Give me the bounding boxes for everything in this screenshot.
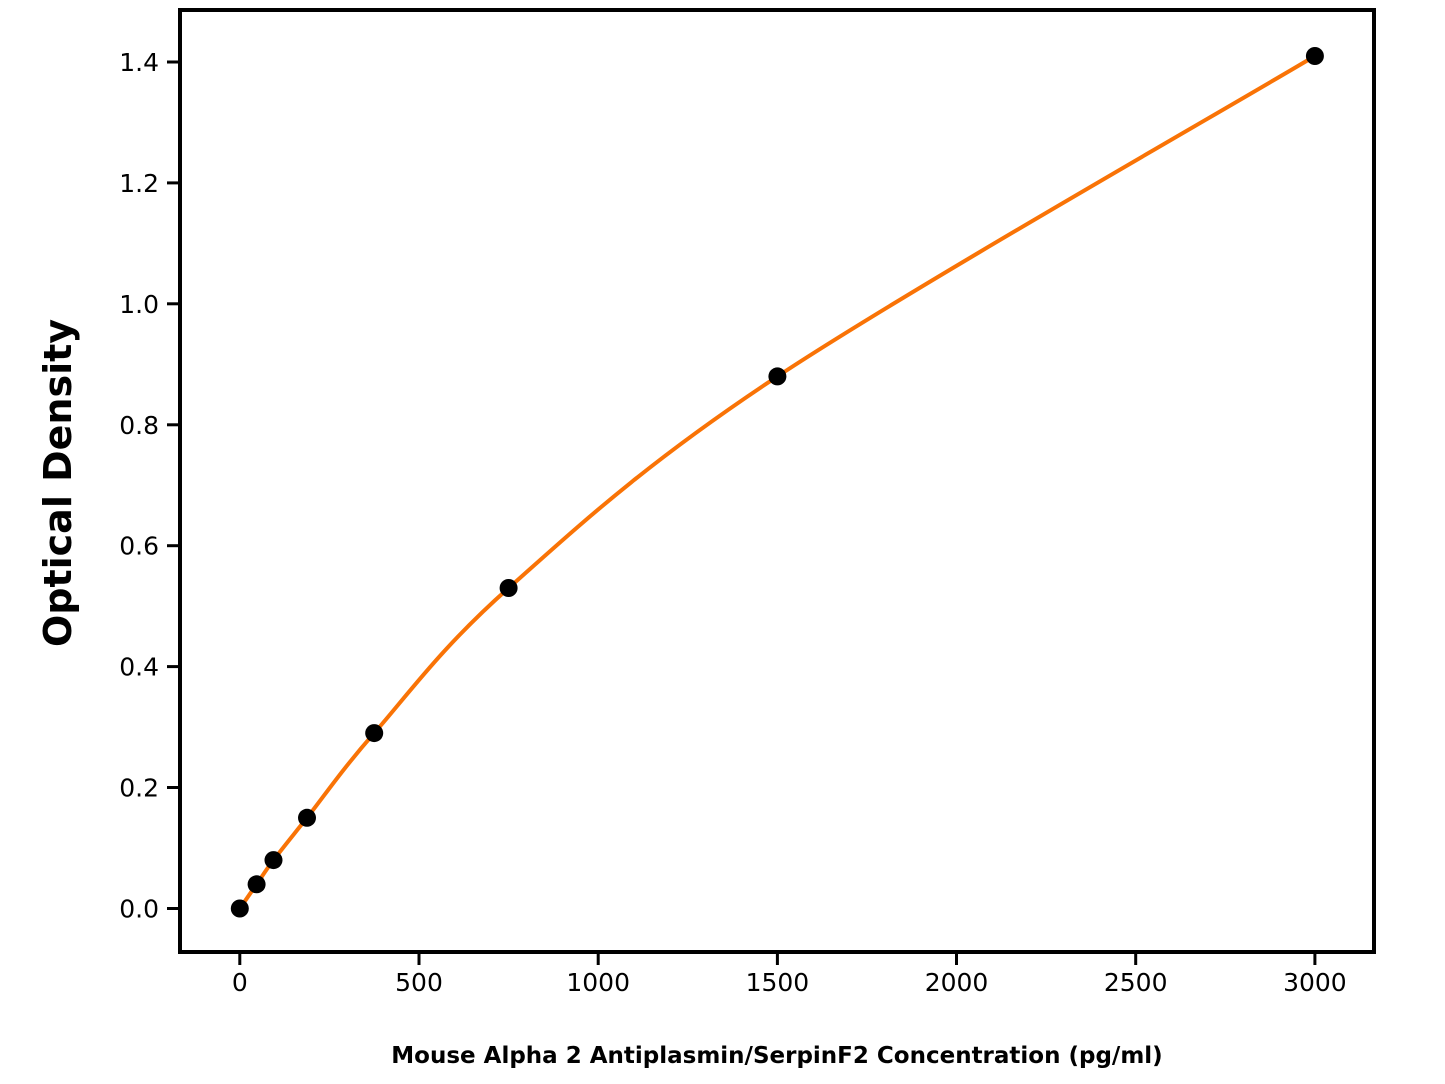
data-point-2: [264, 851, 283, 870]
y-tick-label: 1.2: [119, 169, 159, 198]
x-tick-label: 0: [232, 968, 248, 997]
x-axis-label: Mouse Alpha 2 Antiplasmin/SerpinF2 Conce…: [391, 1043, 1163, 1069]
data-point-3: [298, 808, 316, 827]
x-tick-label: 500: [395, 968, 443, 997]
data-point-5: [499, 579, 518, 597]
data-point-4: [365, 724, 384, 743]
y-axis-label: Optical Density: [36, 318, 80, 648]
data-point-1: [247, 875, 266, 894]
data-point-0: [230, 899, 249, 918]
data-point-7: [1305, 47, 1324, 65]
fit-curve: [237, 54, 1317, 911]
x-tick-label: 1000: [566, 968, 630, 997]
y-tick-label: 0.0: [119, 895, 159, 924]
y-tick-label: 1.4: [119, 48, 159, 77]
plot-border: [178, 8, 1376, 954]
x-tick-label: 1500: [746, 968, 810, 997]
y-tick-label: 0.8: [119, 411, 159, 440]
x-tick-label: 2000: [925, 968, 989, 997]
y-tick-label: 1.0: [119, 290, 159, 319]
y-tick-label: 0.6: [119, 532, 159, 561]
y-tick-label: 0.2: [119, 774, 159, 803]
x-tick-label: 3000: [1283, 968, 1347, 997]
x-tick-label: 2500: [1104, 968, 1168, 997]
y-tick-label: 0.4: [119, 653, 159, 682]
data-point-6: [768, 367, 787, 386]
